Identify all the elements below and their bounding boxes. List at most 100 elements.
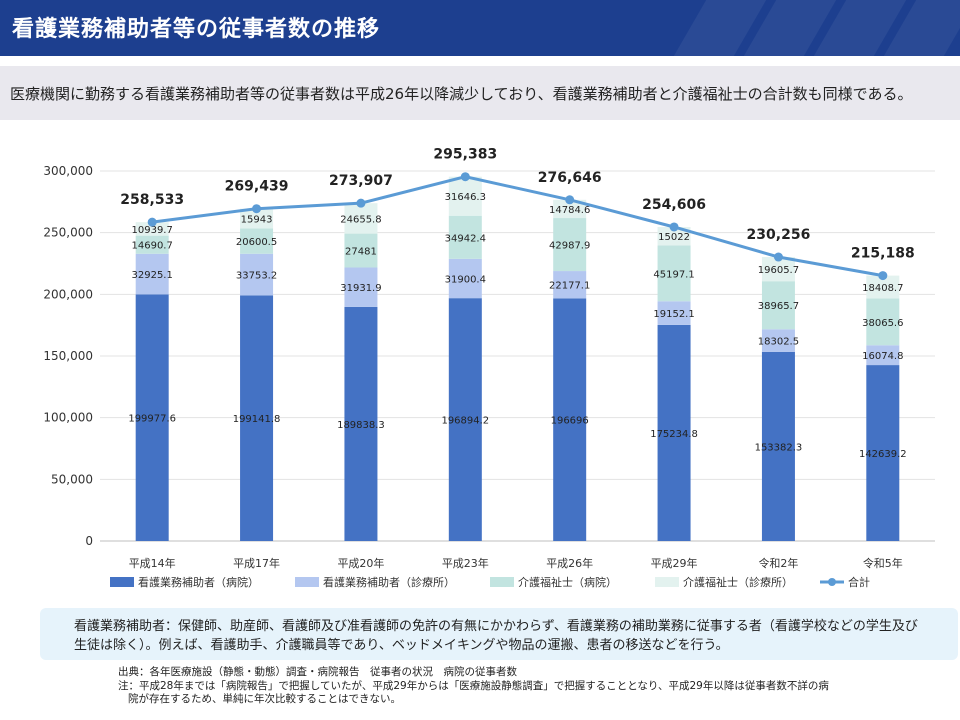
legend-label: 介護福祉士（病院） — [518, 575, 617, 589]
y-tick-label: 200,000 — [43, 287, 93, 301]
y-tick-label: 150,000 — [43, 349, 93, 363]
y-tick-label: 100,000 — [43, 411, 93, 425]
x-tick-label: 平成26年 — [546, 556, 593, 570]
summary-box: 医療機関に勤務する看護業務補助者等の従事者数は平成26年以降減少しており、看護業… — [0, 66, 960, 120]
legend-swatch — [490, 577, 514, 587]
x-tick-label: 平成17年 — [233, 556, 280, 570]
bar-segment — [344, 203, 378, 234]
total-label: 230,256 — [747, 227, 811, 243]
bar-segment — [240, 208, 274, 229]
x-tick-label: 令和5年 — [863, 556, 903, 570]
bar-data-label: 32925.1 — [132, 270, 173, 281]
bar-segment — [448, 176, 482, 216]
total-label: 295,383 — [433, 147, 497, 163]
total-label: 273,907 — [329, 173, 393, 189]
legend-label: 介護福祉士（診療所） — [683, 575, 793, 589]
total-point — [669, 222, 679, 232]
bar-segment — [657, 301, 691, 325]
bar-segment — [135, 294, 169, 541]
bar-data-label: 19152.1 — [653, 309, 694, 320]
bar-segment — [866, 298, 900, 346]
bar-data-label: 45197.1 — [653, 269, 694, 280]
bar-segment — [448, 258, 482, 299]
legend-swatch — [295, 577, 319, 587]
total-point — [147, 217, 157, 227]
note-line: 院が存在するため、単純に年次比較することはできない。 — [128, 693, 401, 705]
bar-data-label: 142639.2 — [859, 449, 907, 460]
total-point — [878, 271, 888, 281]
source-line: 出典：各年医療施設（静態・動態）調査・病院報告 従事者の状況 病院の従事者数 — [118, 666, 517, 678]
x-tick-label: 平成20年 — [337, 556, 384, 570]
bar-segment — [344, 233, 378, 268]
header-banner: 看護業務補助者等の従事者数の推移 — [0, 0, 960, 56]
x-tick-label: 平成29年 — [651, 556, 698, 570]
definition-box: 看護業務補助者：保健師、助産師、看護師及び准看護師の免許の有無にかかわらず、看護… — [40, 608, 958, 660]
bar-data-label: 14690.7 — [132, 241, 173, 252]
note-line: 注：平成28年までは「病院報告」で把握していたが、平成29年からは「医療施設静態… — [118, 679, 829, 692]
y-tick-label: 50,000 — [51, 472, 93, 486]
x-tick-label: 平成23年 — [442, 556, 489, 570]
bar-segment — [135, 253, 169, 295]
bar-data-label: 14784.6 — [549, 205, 590, 216]
bar-segment — [135, 222, 169, 236]
bar-segment — [657, 245, 691, 302]
bar-data-label: 16074.8 — [862, 351, 903, 362]
legend-label: 看護業務補助者（病院） — [138, 575, 259, 589]
bar-data-label: 24655.8 — [340, 214, 381, 225]
summary-text: 医療機関に勤務する看護業務補助者等の従事者数は平成26年以降減少しており、看護業… — [10, 85, 913, 103]
y-tick-label: 0 — [85, 534, 93, 548]
total-label: 276,646 — [538, 170, 602, 186]
bar-segment — [761, 281, 795, 330]
bar-data-label: 19605.7 — [758, 265, 799, 276]
total-label: 258,533 — [120, 192, 184, 208]
total-label: 269,439 — [225, 179, 289, 195]
total-point — [252, 204, 262, 214]
bar-data-label: 196894.2 — [441, 416, 489, 427]
legend-swatch — [110, 577, 134, 587]
bar-data-label: 31931.9 — [340, 283, 381, 294]
legend-swatch — [828, 578, 836, 586]
bar-segment — [448, 298, 482, 541]
legend-label: 合計 — [848, 575, 870, 589]
bar-data-label: 38065.6 — [862, 318, 903, 329]
legend-swatch — [655, 577, 679, 587]
page-title: 看護業務補助者等の従事者数の推移 — [12, 17, 381, 42]
x-tick-label: 平成14年 — [129, 556, 176, 570]
bar-data-label: 10939.7 — [132, 225, 173, 236]
total-point — [460, 172, 470, 182]
bar-data-label: 199141.8 — [233, 414, 281, 425]
total-line — [151, 175, 884, 278]
bar-data-label: 31646.3 — [445, 192, 486, 203]
bar-data-label: 22177.1 — [549, 281, 590, 292]
bar-segment — [240, 253, 274, 296]
bar-segment — [866, 275, 900, 299]
y-tick-label: 250,000 — [43, 226, 93, 240]
bar-segment — [866, 365, 900, 541]
stacked-bar-chart: 0 50,000 100,000 150,000 200,000 250,000 300,0… — [43, 147, 935, 589]
bar-data-label: 34942.4 — [445, 233, 486, 244]
bar-data-label: 33753.2 — [236, 271, 277, 282]
bar-data-label: 15022 — [658, 232, 690, 243]
definition-text: 看護業務補助者：保健師、助産師、看護師及び准看護師の免許の有無にかかわらず、看護… — [74, 617, 954, 655]
bar-data-label: 15943 — [241, 215, 273, 226]
bar-data-label: 27481 — [345, 247, 377, 258]
bar-data-label: 38965.7 — [758, 301, 799, 312]
bar-segment — [240, 295, 274, 541]
bar-data-label: 18408.7 — [862, 283, 903, 294]
bar-data-label: 153382.3 — [755, 442, 803, 453]
bar-data-label: 20600.5 — [236, 237, 277, 248]
y-tick-label: 300,000 — [43, 164, 93, 178]
bar-segment — [657, 324, 691, 541]
bar-segment — [448, 215, 482, 259]
total-point — [565, 195, 575, 205]
definition-line: 生徒は除く）。例えば、看護助手、介護職員等であり、ベッドメイキングや物品の運搬、… — [74, 638, 729, 653]
bar-segment — [344, 306, 378, 541]
bar-segment — [135, 235, 169, 254]
total-label: 254,606 — [642, 197, 706, 213]
bar-segment — [657, 226, 691, 246]
bar-segment — [866, 345, 900, 366]
bar-segment — [240, 228, 274, 254]
bar-segment — [761, 351, 795, 541]
bar-data-label: 175234.8 — [650, 429, 698, 440]
bar-segment — [553, 271, 587, 299]
